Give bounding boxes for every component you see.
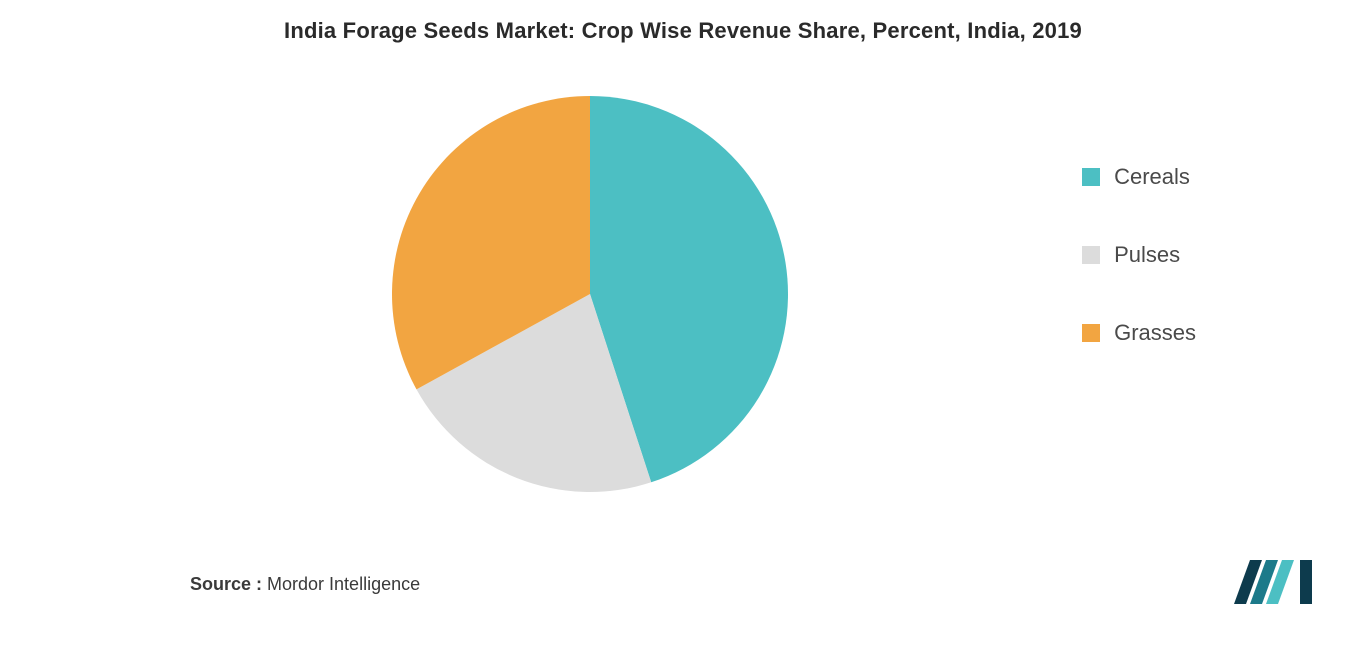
source-label: Source : — [190, 574, 262, 594]
chart-area: Cereals Pulses Grasses — [0, 64, 1366, 544]
legend-swatch-pulses — [1082, 246, 1100, 264]
mordor-logo — [1232, 554, 1318, 615]
legend-swatch-grasses — [1082, 324, 1100, 342]
chart-title: India Forage Seeds Market: Crop Wise Rev… — [0, 0, 1366, 44]
chart-legend: Cereals Pulses Grasses — [1082, 164, 1196, 346]
source-attribution: Source : Mordor Intelligence — [190, 574, 420, 595]
legend-label-pulses: Pulses — [1114, 242, 1180, 268]
legend-label-grasses: Grasses — [1114, 320, 1196, 346]
pie-chart — [380, 84, 800, 509]
legend-swatch-cereals — [1082, 168, 1100, 186]
source-value: Mordor Intelligence — [262, 574, 420, 594]
legend-item-pulses: Pulses — [1082, 242, 1196, 268]
legend-label-cereals: Cereals — [1114, 164, 1190, 190]
legend-item-grasses: Grasses — [1082, 320, 1196, 346]
legend-item-cereals: Cereals — [1082, 164, 1196, 190]
